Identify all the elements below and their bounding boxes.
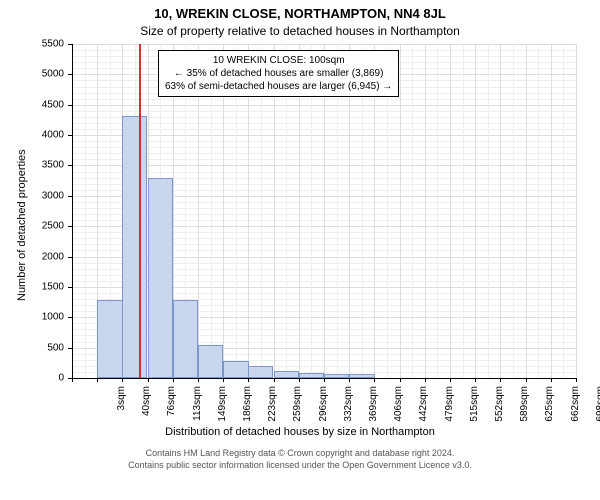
y-axis-line xyxy=(72,44,73,378)
ytick-mark xyxy=(68,44,72,45)
xtick-mark xyxy=(551,378,552,382)
grid-v-minor xyxy=(538,44,539,378)
grid-v-minor xyxy=(463,44,464,378)
chart-title: 10, WREKIN CLOSE, NORTHAMPTON, NN4 8JL xyxy=(0,6,600,21)
xtick-mark xyxy=(526,378,527,382)
footer-line-2: Contains public sector information licen… xyxy=(128,460,472,470)
xtick-mark xyxy=(97,378,98,382)
ytick-label: 1500 xyxy=(0,281,64,292)
footer-line-1: Contains HM Land Registry data © Crown c… xyxy=(146,448,455,458)
xtick-label: 698sqm xyxy=(595,386,600,426)
xtick-label: 149sqm xyxy=(217,386,228,426)
ytick-label: 4000 xyxy=(0,130,64,141)
xtick-label: 442sqm xyxy=(418,386,429,426)
xtick-mark xyxy=(148,378,149,382)
xtick-mark xyxy=(500,378,501,382)
xtick-mark xyxy=(72,378,73,382)
ytick-label: 3000 xyxy=(0,190,64,201)
xtick-mark xyxy=(173,378,174,382)
grid-v-minor xyxy=(437,44,438,378)
xtick-mark xyxy=(425,378,426,382)
xtick-mark xyxy=(324,378,325,382)
xtick-label: 259sqm xyxy=(292,386,303,426)
histogram-bar xyxy=(148,178,173,378)
x-axis-label: Distribution of detached houses by size … xyxy=(0,426,600,438)
xtick-label: 223sqm xyxy=(267,386,278,426)
ytick-mark xyxy=(68,317,72,318)
xtick-label: 479sqm xyxy=(444,386,455,426)
ytick-mark xyxy=(68,135,72,136)
xtick-label: 186sqm xyxy=(242,386,253,426)
ytick-label: 5500 xyxy=(0,39,64,50)
grid-v-minor xyxy=(563,44,564,378)
histogram-bar xyxy=(248,366,273,378)
ytick-label: 2500 xyxy=(0,221,64,232)
ytick-mark xyxy=(68,74,72,75)
xtick-label: 552sqm xyxy=(494,386,505,426)
grid-v-minor xyxy=(488,44,489,378)
xtick-mark xyxy=(475,378,476,382)
ytick-label: 500 xyxy=(0,342,64,353)
xtick-label: 332sqm xyxy=(343,386,354,426)
ytick-label: 3500 xyxy=(0,160,64,171)
xtick-mark xyxy=(198,378,199,382)
histogram-bar xyxy=(274,371,299,378)
grid-v-major xyxy=(526,44,527,378)
xtick-label: 589sqm xyxy=(519,386,530,426)
ytick-mark xyxy=(68,196,72,197)
xtick-mark xyxy=(576,378,577,382)
histogram-bar xyxy=(173,300,198,378)
chart-footer: Contains HM Land Registry data © Crown c… xyxy=(0,448,600,471)
histogram-bar xyxy=(122,116,147,378)
xtick-label: 296sqm xyxy=(318,386,329,426)
xtick-mark xyxy=(223,378,224,382)
xtick-label: 3sqm xyxy=(116,386,127,426)
grid-v-major xyxy=(400,44,401,378)
ytick-label: 5000 xyxy=(0,69,64,80)
ytick-mark xyxy=(68,105,72,106)
ytick-label: 0 xyxy=(0,373,64,384)
grid-v-major xyxy=(450,44,451,378)
grid-v-major xyxy=(551,44,552,378)
xtick-label: 406sqm xyxy=(393,386,404,426)
grid-v-major xyxy=(425,44,426,378)
xtick-label: 515sqm xyxy=(469,386,480,426)
ytick-label: 1000 xyxy=(0,312,64,323)
xtick-mark xyxy=(248,378,249,382)
xtick-mark xyxy=(450,378,451,382)
xtick-label: 625sqm xyxy=(544,386,555,426)
ytick-mark xyxy=(68,165,72,166)
chart-subtitle: Size of property relative to detached ho… xyxy=(0,24,600,38)
marker-line xyxy=(139,44,141,378)
histogram-bar xyxy=(198,345,223,378)
grid-v-major xyxy=(500,44,501,378)
grid-v-major xyxy=(475,44,476,378)
grid-v-major xyxy=(576,44,577,378)
annotation-box: 10 WREKIN CLOSE: 100sqm ← 35% of detache… xyxy=(158,50,399,97)
ytick-label: 2000 xyxy=(0,251,64,262)
histogram-bar xyxy=(97,300,122,378)
ytick-mark xyxy=(68,226,72,227)
ytick-mark xyxy=(68,348,72,349)
grid-v-minor xyxy=(85,44,86,378)
xtick-label: 40sqm xyxy=(141,386,152,426)
ytick-mark xyxy=(68,287,72,288)
xtick-label: 76sqm xyxy=(166,386,177,426)
ytick-mark xyxy=(68,257,72,258)
xtick-mark xyxy=(349,378,350,382)
xtick-label: 113sqm xyxy=(192,386,203,426)
ytick-label: 4500 xyxy=(0,99,64,110)
histogram-bar xyxy=(223,361,248,378)
xtick-label: 662sqm xyxy=(570,386,581,426)
xtick-mark xyxy=(122,378,123,382)
xtick-mark xyxy=(274,378,275,382)
xtick-mark xyxy=(374,378,375,382)
xtick-mark xyxy=(400,378,401,382)
xtick-label: 369sqm xyxy=(368,386,379,426)
xtick-mark xyxy=(299,378,300,382)
plot-area: 10 WREKIN CLOSE: 100sqm ← 35% of detache… xyxy=(72,44,576,378)
grid-v-minor xyxy=(513,44,514,378)
grid-v-minor xyxy=(412,44,413,378)
